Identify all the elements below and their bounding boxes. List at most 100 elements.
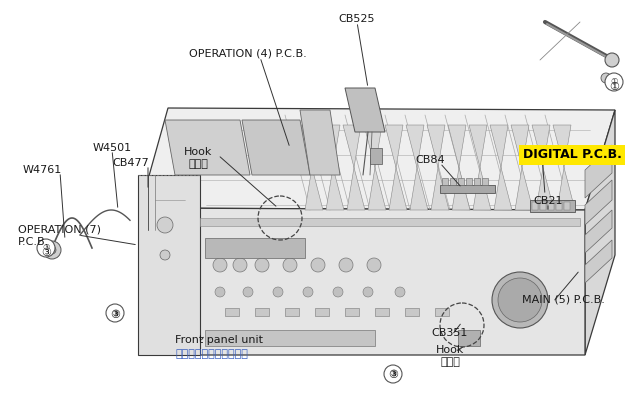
Polygon shape [448, 125, 470, 210]
Circle shape [339, 258, 353, 272]
Bar [205, 238, 305, 258]
Circle shape [213, 258, 227, 272]
Circle shape [43, 241, 61, 259]
Circle shape [215, 287, 225, 297]
Polygon shape [585, 240, 612, 283]
Polygon shape [301, 125, 323, 210]
Polygon shape [322, 125, 344, 210]
Polygon shape [585, 180, 612, 225]
Polygon shape [140, 108, 615, 210]
Bar [482, 178, 488, 185]
Bar [530, 200, 575, 212]
Text: ③: ③ [42, 243, 50, 252]
Bar [556, 202, 562, 210]
Polygon shape [469, 125, 491, 210]
Bar [474, 178, 480, 185]
Text: OPERATION (4) P.C.B.: OPERATION (4) P.C.B. [189, 48, 307, 58]
Polygon shape [242, 120, 310, 175]
Text: P.C.B.: P.C.B. [18, 237, 49, 247]
Bar [440, 185, 495, 193]
Bar [205, 330, 375, 346]
Circle shape [311, 258, 325, 272]
Text: ③: ③ [111, 309, 119, 318]
Circle shape [283, 258, 297, 272]
Circle shape [367, 258, 381, 272]
Polygon shape [511, 125, 533, 210]
Text: フロントパネルユニット: フロントパネルユニット [175, 349, 248, 359]
Polygon shape [406, 125, 428, 210]
Bar [345, 308, 359, 316]
Bar [564, 202, 570, 210]
Text: Hook: Hook [436, 345, 464, 355]
Circle shape [37, 239, 55, 257]
Polygon shape [345, 88, 385, 132]
Circle shape [605, 53, 619, 67]
Circle shape [333, 287, 343, 297]
Circle shape [273, 287, 283, 297]
Text: ③: ③ [110, 310, 120, 320]
Bar [548, 202, 554, 210]
Bar [370, 148, 382, 164]
Text: W4761: W4761 [22, 165, 61, 175]
Bar [225, 308, 239, 316]
Polygon shape [553, 125, 575, 210]
Bar [458, 330, 480, 346]
Bar [435, 308, 449, 316]
Circle shape [363, 287, 373, 297]
Text: W4501: W4501 [92, 143, 132, 153]
Text: Front panel unit: Front panel unit [175, 335, 263, 345]
Polygon shape [165, 120, 250, 175]
Polygon shape [385, 125, 407, 210]
Polygon shape [490, 125, 512, 210]
Text: ①: ① [611, 77, 618, 87]
Circle shape [255, 258, 269, 272]
Circle shape [605, 73, 623, 91]
Text: ③: ③ [389, 369, 397, 379]
Polygon shape [585, 145, 612, 198]
Polygon shape [427, 125, 449, 210]
Text: CB477: CB477 [113, 158, 149, 168]
Polygon shape [300, 110, 340, 175]
Bar [315, 308, 329, 316]
Circle shape [384, 365, 402, 383]
Circle shape [492, 272, 548, 328]
Polygon shape [364, 125, 386, 210]
Bar [458, 178, 464, 185]
Text: DIGITAL P.C.B.: DIGITAL P.C.B. [523, 148, 621, 161]
Text: ③: ③ [41, 248, 51, 258]
Polygon shape [585, 110, 615, 355]
Circle shape [48, 246, 56, 254]
Bar [405, 308, 419, 316]
Bar [375, 308, 389, 316]
Bar [450, 178, 456, 185]
Text: フック: フック [440, 357, 460, 367]
Bar [540, 202, 546, 210]
Polygon shape [343, 125, 365, 210]
Circle shape [157, 217, 173, 233]
Text: CB84: CB84 [415, 155, 445, 165]
Bar [285, 308, 299, 316]
Bar [466, 178, 472, 185]
Polygon shape [532, 125, 554, 210]
Circle shape [498, 278, 542, 322]
Circle shape [106, 304, 124, 322]
Text: ③: ③ [388, 370, 398, 380]
Bar [442, 178, 448, 185]
Circle shape [233, 258, 247, 272]
Text: OPERATION (7): OPERATION (7) [18, 225, 101, 235]
Circle shape [601, 73, 611, 83]
Text: ①: ① [609, 82, 619, 92]
Circle shape [395, 287, 405, 297]
Bar [532, 202, 538, 210]
Text: CB21: CB21 [533, 196, 563, 206]
Text: MAIN (5) P.C.B.: MAIN (5) P.C.B. [522, 295, 604, 305]
Text: CB351: CB351 [432, 328, 468, 338]
Circle shape [160, 250, 170, 260]
Circle shape [243, 287, 253, 297]
Polygon shape [138, 175, 200, 355]
Text: フック: フック [188, 159, 208, 169]
Polygon shape [585, 210, 612, 253]
Bar [255, 308, 269, 316]
Text: CB525: CB525 [339, 14, 375, 24]
Polygon shape [140, 208, 585, 355]
